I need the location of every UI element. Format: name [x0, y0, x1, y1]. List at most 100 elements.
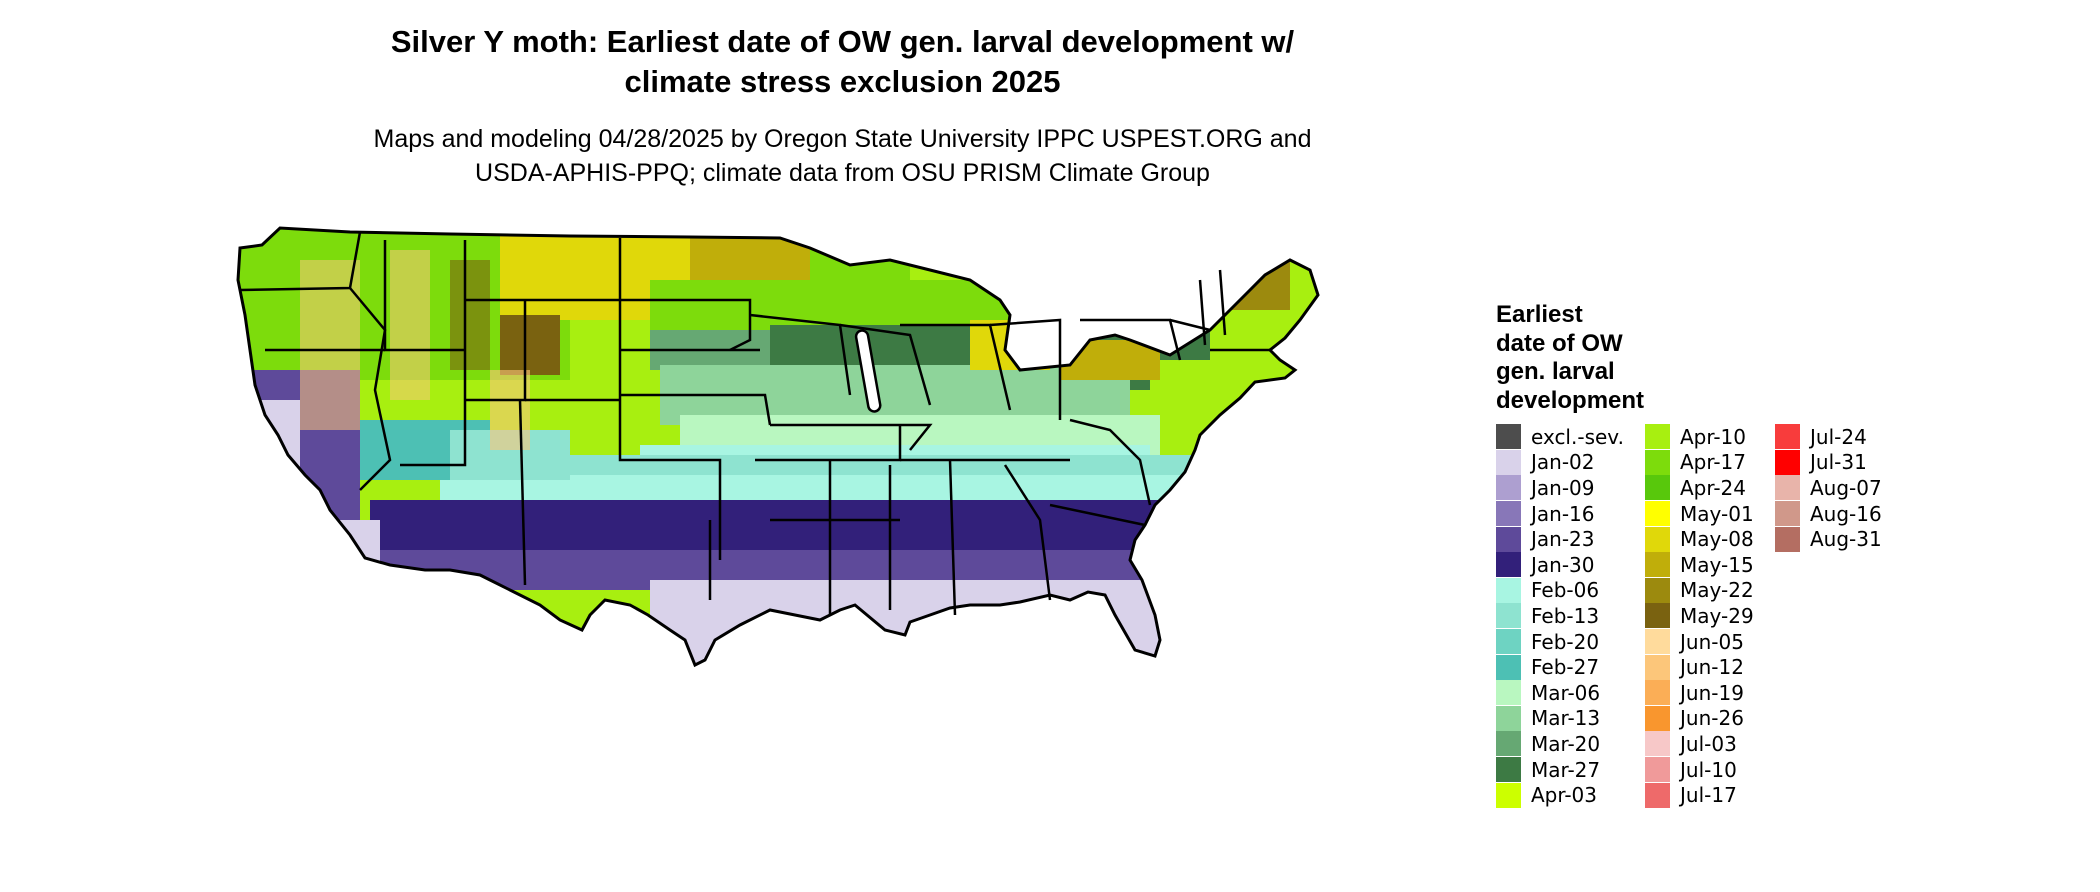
legend-swatch [1775, 475, 1800, 501]
legend-swatch [1645, 449, 1670, 475]
map-subtitle-line-2: USDA-APHIS-PPQ; climate data from OSU PR… [475, 159, 1210, 187]
map-subtitle-line-1: Maps and modeling 04/28/2025 by Oregon S… [373, 125, 1312, 153]
legend-label: Jun-05 [1680, 629, 1744, 654]
legend-title-line: gen. larval [1496, 358, 1615, 385]
legend-label: Apr-17 [1680, 450, 1746, 475]
legend-label: excl.-sev. [1531, 424, 1624, 449]
legend-label: May-22 [1680, 578, 1754, 603]
legend-label: May-01 [1680, 501, 1754, 526]
legend-item: Jan-16 [1496, 501, 1624, 527]
legend-swatch [1496, 731, 1521, 757]
legend-label: Feb-13 [1531, 603, 1600, 628]
legend-item: Apr-17 [1645, 449, 1754, 476]
legend-swatch [1496, 526, 1521, 552]
legend-item: Jun-19 [1645, 680, 1754, 706]
legend-swatch [1645, 501, 1670, 527]
legend-label: Jul-03 [1680, 731, 1737, 756]
legend-item: Jul-03 [1645, 731, 1754, 757]
legend-swatch [1496, 654, 1521, 680]
legend-item: Jan-09 [1496, 475, 1624, 501]
legend-column-1: excl.-sev. Jan-02 Jan-09 Jan-16 Jan-23 Jan-30… [1496, 424, 1624, 808]
legend-swatch [1645, 731, 1670, 757]
legend-swatch [1496, 757, 1521, 783]
legend-item: Feb-20 [1496, 629, 1624, 655]
legend-item: Jul-10 [1645, 757, 1754, 783]
legend-item: Jun-05 [1645, 629, 1754, 655]
legend-label: May-29 [1680, 603, 1754, 628]
legend-label: Mar-20 [1531, 731, 1601, 756]
legend-item: May-01 [1645, 501, 1754, 527]
legend-label: Feb-27 [1531, 655, 1600, 680]
legend-label: Jun-26 [1680, 706, 1744, 731]
legend-label: Jan-02 [1531, 450, 1595, 475]
legend-item: Feb-27 [1496, 654, 1624, 680]
legend-item: Feb-06 [1496, 577, 1624, 604]
legend-label: Mar-27 [1531, 757, 1601, 782]
us-map [236, 226, 1320, 667]
legend-item: Jul-24 [1775, 424, 1882, 450]
legend-swatch [1775, 449, 1800, 475]
legend-label: Aug-31 [1810, 527, 1882, 552]
legend-swatch [1496, 449, 1521, 475]
legend-item: Jan-30 [1496, 552, 1624, 578]
legend-swatch [1645, 603, 1670, 629]
legend-column-2: Apr-10 Apr-17 Apr-24 May-01 May-08 May-15 May-… [1645, 424, 1754, 808]
legend-swatch [1496, 577, 1521, 603]
legend-swatch [1775, 501, 1800, 527]
legend-swatch [1645, 577, 1670, 603]
legend-swatch [1645, 629, 1670, 655]
map-title-line-2: climate stress exclusion 2025 [624, 64, 1061, 99]
legend-item: May-15 [1645, 552, 1754, 578]
legend-swatch [1775, 424, 1800, 450]
legend-title: Earliest date of OW gen. larval developm… [1496, 301, 1644, 415]
legend-item: Apr-10 [1645, 424, 1754, 450]
legend-item: Jul-17 [1645, 782, 1754, 808]
legend-item: May-08 [1645, 526, 1754, 552]
legend-item: excl.-sev. [1496, 424, 1624, 450]
legend-label: Jan-30 [1531, 552, 1595, 577]
legend-swatch [1645, 705, 1670, 731]
legend-swatch [1496, 782, 1521, 808]
legend-swatch [1496, 501, 1521, 527]
legend-swatch [1645, 654, 1670, 680]
legend-item: Feb-13 [1496, 603, 1624, 629]
legend-swatch [1496, 424, 1521, 450]
legend-swatch [1645, 782, 1670, 808]
legend-swatch [1496, 705, 1521, 731]
legend-label: Jan-16 [1531, 501, 1595, 526]
legend-item: Aug-16 [1775, 501, 1882, 527]
legend-label: Jun-12 [1680, 655, 1744, 680]
legend-item: May-22 [1645, 577, 1754, 604]
legend-swatch [1775, 526, 1800, 552]
legend-item: Apr-24 [1645, 475, 1754, 501]
legend-label: Apr-03 [1531, 783, 1597, 808]
legend-item: Jun-26 [1645, 705, 1754, 732]
legend-label: Jul-17 [1680, 783, 1737, 808]
legend-swatch [1496, 552, 1521, 578]
legend-label: Aug-07 [1810, 475, 1882, 500]
legend-swatch [1645, 552, 1670, 578]
legend-item: Aug-31 [1775, 526, 1882, 552]
legend-label: Jan-23 [1531, 527, 1595, 552]
legend-swatch [1496, 629, 1521, 655]
legend-label: Jun-19 [1680, 680, 1744, 705]
legend-item: Mar-06 [1496, 680, 1624, 706]
legend-column-3: Jul-24 Jul-31 Aug-07 Aug-16 Aug-31 [1775, 424, 1882, 552]
legend-label: Aug-16 [1810, 501, 1882, 526]
legend-swatch [1496, 475, 1521, 501]
legend-label: Apr-10 [1680, 424, 1746, 449]
legend-swatch [1496, 603, 1521, 629]
legend-item: Mar-20 [1496, 731, 1624, 757]
legend-label: Jan-09 [1531, 475, 1595, 500]
legend-label: Jul-10 [1680, 757, 1737, 782]
map-subtitle: Maps and modeling 04/28/2025 by Oregon S… [300, 122, 1385, 190]
legend-swatch [1496, 680, 1521, 706]
legend-item: May-29 [1645, 603, 1754, 629]
legend-label: May-15 [1680, 552, 1754, 577]
map-title-line-1: Silver Y moth: Earliest date of OW gen. … [390, 24, 1295, 59]
legend-swatch [1645, 680, 1670, 706]
legend-item: Apr-03 [1496, 782, 1624, 808]
legend-swatch [1645, 526, 1670, 552]
legend-item: Jun-12 [1645, 654, 1754, 680]
legend-label: Mar-13 [1531, 706, 1601, 731]
